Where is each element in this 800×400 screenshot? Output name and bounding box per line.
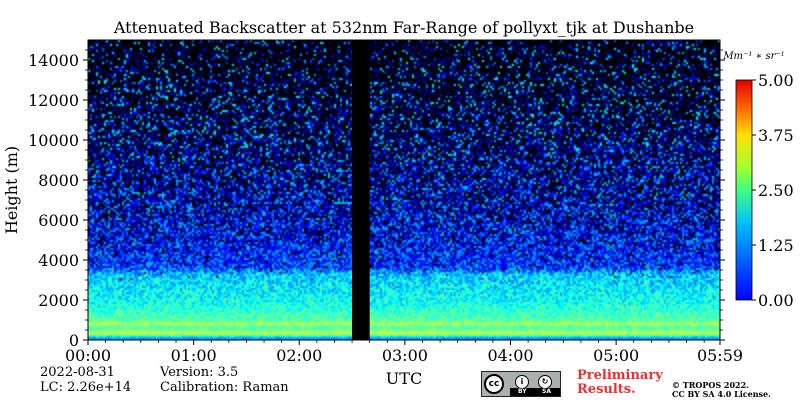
copyright-notice: © TROPOS 2022. CC BY SA 4.0 License.	[672, 381, 771, 399]
copyright-line-2: CC BY SA 4.0 License.	[672, 389, 771, 399]
preliminary-line-2: Results.	[577, 382, 636, 397]
colorbar-tick-label: 2.50	[758, 181, 794, 200]
x-tick-label: 00:00	[65, 346, 111, 365]
y-tick-label: 6000	[38, 211, 79, 230]
attribution-icon: i	[515, 375, 529, 389]
backscatter-heatmap	[88, 40, 720, 340]
data-gap-band	[352, 40, 370, 340]
colorbar-ticks: 0.00 1.25 2.50 3.75 5.00	[752, 71, 794, 310]
processing-version: Version: 3.5	[160, 365, 239, 380]
x-tick-label: 05:00	[593, 346, 639, 365]
y-tick-label: 0	[69, 331, 79, 350]
y-axis-label: Height (m)	[2, 146, 21, 234]
copyright-line-1: © TROPOS 2022.	[672, 380, 749, 390]
lidar-constant: LC: 2.26e+14	[40, 380, 132, 395]
calibration-method: Calibration: Raman	[160, 380, 289, 395]
colorbar-tick-label: 3.75	[758, 126, 794, 145]
share-alike-icon: ↻	[538, 375, 552, 389]
sa-label: SA	[542, 388, 551, 395]
x-axis-label: UTC	[386, 369, 422, 388]
license-strip: BY SA	[510, 388, 560, 396]
y-tick-label: 12000	[28, 91, 79, 110]
colorbar-tick-label: 1.25	[758, 236, 794, 255]
y-tick-label: 14000	[28, 51, 79, 70]
y-tick-label: 10000	[28, 131, 79, 150]
x-tick-label: 03:00	[382, 346, 428, 365]
colorbar-tick-label: 0.00	[758, 291, 794, 310]
x-tick-label: 05:59	[697, 346, 743, 365]
colorbar	[735, 79, 753, 301]
measurement-date: 2022-08-31	[40, 365, 115, 380]
preliminary-notice: Preliminary Results.	[577, 369, 663, 397]
x-axis: 00:00 01:00 02:00 03:00 04:00 05:00 05:59	[65, 340, 743, 365]
by-label: BY	[518, 388, 527, 395]
colorbar-tick-label: 5.00	[758, 71, 794, 90]
x-tick-label: 04:00	[487, 346, 533, 365]
colorbar-unit: Mm⁻¹ ∗ sr⁻¹	[722, 51, 784, 62]
y-axis: 0 2000 4000 6000 8000 10000 12000 14000	[28, 49, 725, 350]
y-tick-label: 4000	[38, 251, 79, 270]
x-tick-label: 02:00	[276, 346, 322, 365]
preliminary-line-1: Preliminary	[577, 368, 663, 383]
chart-title: Attenuated Backscatter at 532nm Far-Rang…	[113, 18, 694, 37]
cc-icon: cc	[484, 374, 504, 394]
y-tick-label: 2000	[38, 291, 79, 310]
cc-license-badge[interactable]: cc i ↻ BY SA	[481, 371, 561, 397]
x-tick-label: 01:00	[171, 346, 217, 365]
y-tick-label: 8000	[38, 171, 79, 190]
